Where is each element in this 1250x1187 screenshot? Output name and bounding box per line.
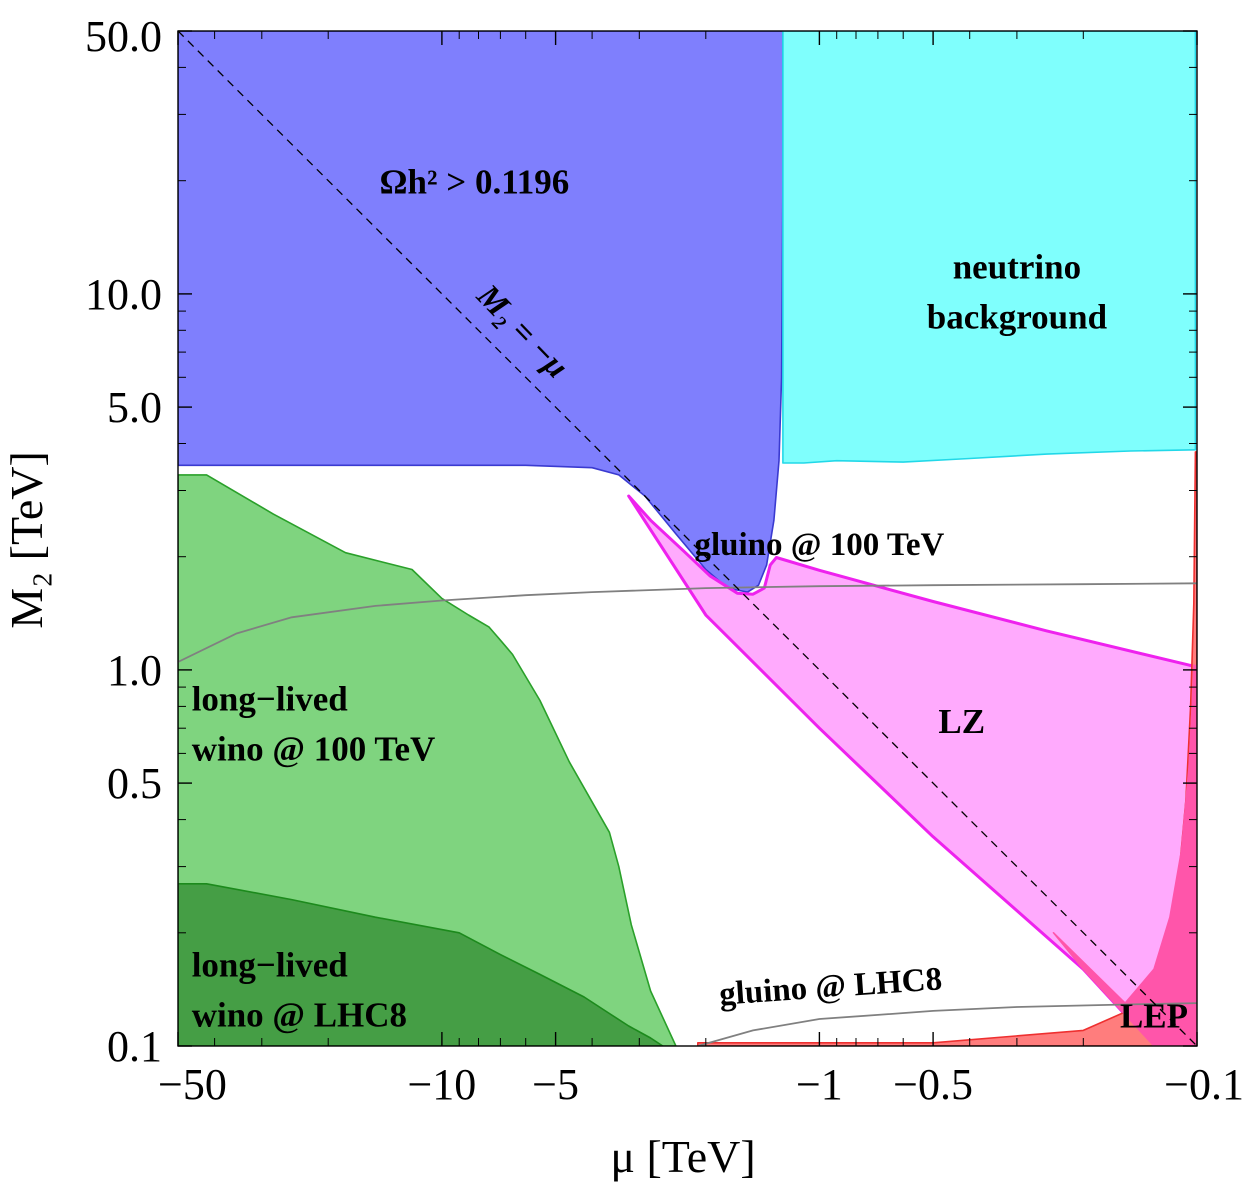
x-axis-title: μ [TeV] (610, 1131, 755, 1182)
x-tick-label: −5 (532, 1060, 579, 1109)
line-m2-equals-minus-mu (178, 31, 1197, 1046)
region-label-line: LEP (1120, 997, 1188, 1036)
region-lz-reach (627, 494, 1197, 1046)
region-label-relic-overabundance: Ωh² > 0.1196 (380, 162, 570, 201)
region-label-line: LZ (938, 702, 985, 741)
y-tick-label: 1.0 (107, 646, 162, 695)
region-label-lz-reach: LZ (938, 702, 985, 741)
region-label-line: wino @ LHC8 (192, 996, 407, 1035)
region-label-line: long−lived (192, 680, 349, 719)
region-label-long-lived-wino-lhc8: long−lived wino @ LHC8 (192, 946, 407, 1035)
region-label-line: neutrino (953, 247, 1081, 286)
region-label-line: wino @ 100 TeV (192, 730, 436, 769)
y-tick-label: 0.1 (107, 1022, 162, 1071)
y-axis-title: M₂ [TeV] (1, 451, 52, 629)
region-label-line: long−lived (192, 946, 349, 985)
line-gluino-lhc8 (697, 1002, 1197, 1046)
region-neutrino-background (782, 31, 1197, 464)
region-label-neutrino-background: neutrino background (927, 247, 1108, 336)
line-gluino-100tev (178, 582, 1197, 663)
region-long-lived-wino-lhc8 (178, 883, 664, 1046)
x-tick-label: −1 (796, 1060, 843, 1109)
region-relic-overabundance (178, 31, 784, 593)
y-tick-label: 50.0 (85, 12, 162, 61)
x-tick-label: −10 (407, 1060, 476, 1109)
regions-layer (178, 31, 1197, 1046)
line-label-gluino-100tev: gluino @ 100 TeV (694, 527, 944, 563)
x-tick-label: −0.5 (893, 1060, 973, 1109)
axes-layer: −50 −10 −5 −1 −0.5 −0.1 50.0 10.0 5.0 1.0 0.5 0.1 (85, 12, 1244, 1109)
y-tick-label: 0.5 (107, 759, 162, 808)
region-label-lep-exclusion: LEP (1120, 997, 1188, 1036)
plot-frame (177, 30, 1198, 1047)
x-tick-label: −50 (158, 1060, 227, 1109)
x-tick-label: −0.1 (1164, 1060, 1244, 1109)
y-tick-label: 10.0 (85, 270, 162, 319)
region-label-line: Ωh² > 0.1196 (380, 162, 570, 201)
region-label-long-lived-wino-100tev: long−lived wino @ 100 TeV (192, 680, 436, 769)
lines-layer (178, 31, 1197, 1046)
region-lz-lep-overlap (1052, 664, 1197, 1046)
region-label-line: background (927, 297, 1108, 336)
y-tick-label: 5.0 (107, 383, 162, 432)
